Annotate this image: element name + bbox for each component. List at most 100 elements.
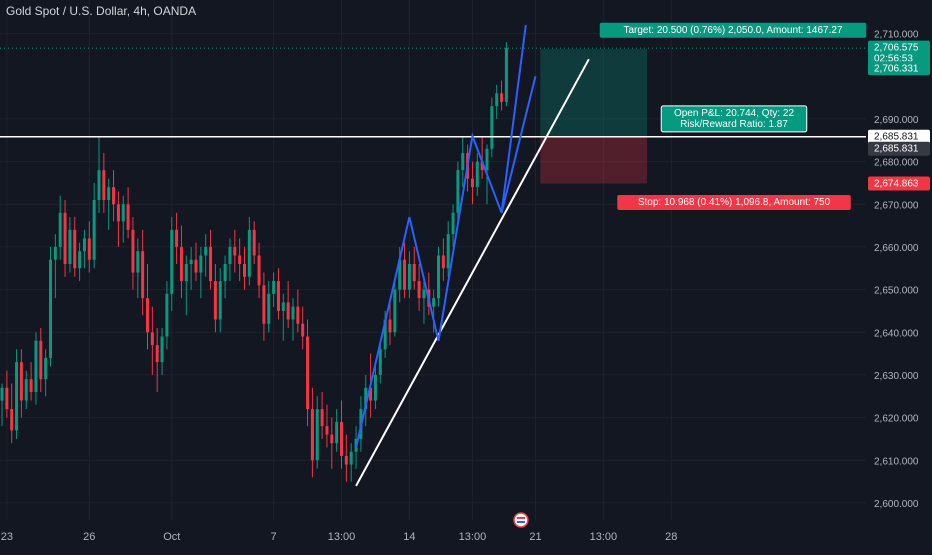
hline-price-badge[interactable]: 2,685.831 <box>868 129 930 144</box>
candle-body <box>504 48 508 102</box>
candle-body <box>257 255 261 286</box>
time-axis[interactable]: 23 26 Oct 7 13:00 14 13:00 21 13:00 28 <box>1 512 678 543</box>
candle-body <box>82 238 86 252</box>
candle-body <box>364 387 368 410</box>
candle-body <box>102 170 106 200</box>
candle-body <box>306 336 310 410</box>
candle-body <box>58 212 62 247</box>
time-tick-label: Oct <box>163 531 180 543</box>
target-label-bg <box>599 22 867 38</box>
price-axis[interactable]: 2,600.000 2,610.000 2,620.000 2,630.000 2,64… <box>868 30 930 510</box>
flag-icon-stripe <box>516 517 525 519</box>
candle-body <box>112 187 116 205</box>
price-tick-label: 2,710.000 <box>874 30 919 41</box>
trendline[interactable] <box>355 58 590 487</box>
candle-body <box>378 349 382 375</box>
candle-body <box>252 229 256 256</box>
candle-body <box>189 259 193 264</box>
candle-body <box>485 148 489 171</box>
candle-body <box>44 357 48 380</box>
candle-body <box>310 409 314 461</box>
entry-price-badge[interactable]: 2,685.831 <box>868 141 930 156</box>
candle-body <box>39 340 43 380</box>
candle-body <box>383 319 387 350</box>
candle-body <box>407 264 411 290</box>
price-tick-label: 2,620.000 <box>874 414 919 425</box>
candle-body <box>403 259 407 290</box>
candle-body <box>456 170 460 213</box>
candle-body <box>29 379 33 392</box>
candle-body <box>136 251 140 273</box>
price-tick-label: 2,610.000 <box>874 456 919 467</box>
hline-price-badge-text: 2,685.831 <box>874 132 919 143</box>
price-tick-label: 2,660.000 <box>874 243 919 254</box>
candle-body <box>19 362 23 401</box>
pattern-extension-line[interactable] <box>500 76 537 214</box>
candle-body <box>320 409 324 427</box>
time-tick-label: 14 <box>403 531 415 543</box>
target-label[interactable]: Target: 20.500 (0.76%) 2,050.0, Amount: … <box>599 22 867 38</box>
symbol-title[interactable]: Gold Spot / U.S. Dollar, 4h, OANDA <box>6 4 197 18</box>
candle-body <box>199 255 203 273</box>
time-tick-label: 13:00 <box>590 531 618 543</box>
candle-body <box>393 289 397 333</box>
pnl-label-text: Open P&L: 20.744, Qty: 22 <box>674 108 795 119</box>
flag-icon-circle <box>513 512 529 528</box>
candle-body <box>218 281 222 320</box>
candle-body <box>107 187 111 200</box>
grid <box>0 0 866 520</box>
candle-body <box>184 264 188 282</box>
drawings[interactable] <box>0 24 866 487</box>
candle-body <box>480 161 484 171</box>
candle-body <box>247 229 251 277</box>
candle-body <box>24 379 28 401</box>
profit-zone[interactable] <box>540 49 648 137</box>
target-label-text: Target: 20.500 (0.76%) 2,050.0, Amount: … <box>623 25 842 36</box>
target-price-badge[interactable]: 2,706.331 <box>868 61 930 76</box>
candle-body <box>301 323 305 337</box>
candle-body <box>228 246 232 264</box>
flag-icon-stripe <box>516 521 525 523</box>
candle-body <box>238 255 242 264</box>
candle-body <box>0 387 4 401</box>
loss-zone[interactable] <box>540 136 648 184</box>
pnl-label-bg <box>660 105 808 133</box>
candle-body <box>335 421 339 444</box>
candle-body <box>281 302 285 311</box>
target-price-badge-bg <box>868 61 930 76</box>
candles <box>0 42 508 482</box>
candle-body <box>155 345 159 363</box>
stop-price-badge[interactable]: 2,674.863 <box>868 176 930 191</box>
candle-body <box>68 229 72 264</box>
candle-body <box>475 161 479 188</box>
candle-body <box>49 259 52 358</box>
candle-body <box>175 229 179 247</box>
position-labels[interactable]: Target: 20.500 (0.76%) 2,050.0, Amount: … <box>599 22 867 211</box>
time-tick-label: 23 <box>1 531 13 543</box>
hline-price-badge-bg <box>868 129 930 144</box>
stop-label-bg <box>617 195 851 211</box>
pattern-line[interactable] <box>355 24 527 448</box>
time-tick-label: 26 <box>83 531 95 543</box>
candle-body <box>432 298 436 307</box>
candle-body <box>141 251 145 299</box>
last-price-badge-text: 02:56:53 <box>874 54 913 65</box>
candle-body <box>451 212 455 235</box>
candle-body <box>437 255 440 299</box>
candle-body <box>330 434 334 444</box>
price-tick-label: 2,630.000 <box>874 371 919 382</box>
price-tick-label: 2,690.000 <box>874 115 919 126</box>
candle-body <box>291 306 295 320</box>
candle-body <box>170 229 174 294</box>
candle-body <box>233 246 237 256</box>
candle-body <box>349 451 353 465</box>
candle-body <box>272 281 276 294</box>
stop-label[interactable]: Stop: 10.968 (0.41%) 1,096.8, Amount: 75… <box>617 195 851 211</box>
position-zones[interactable] <box>540 49 648 184</box>
candle-body <box>262 285 266 324</box>
flag-icon[interactable] <box>513 512 529 528</box>
